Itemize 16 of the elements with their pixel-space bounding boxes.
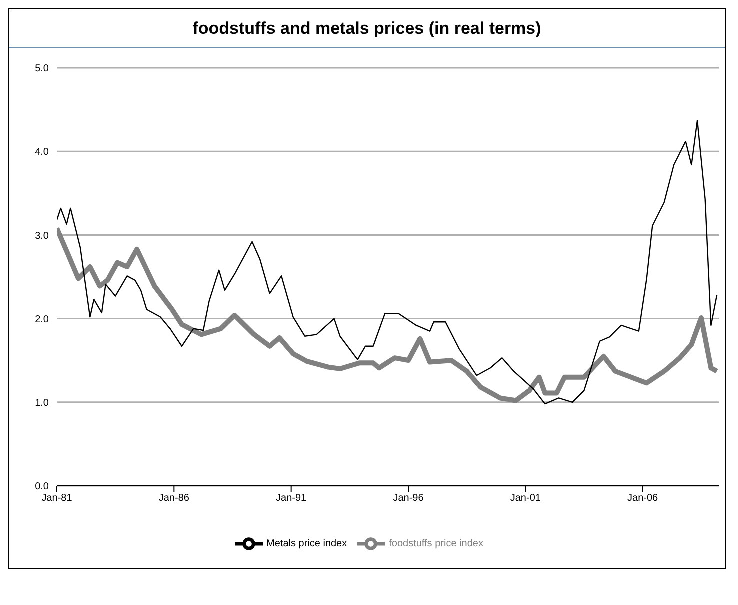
y-tick-label: 1.0 [35,398,50,409]
x-tick-label: Jan-86 [158,493,190,504]
x-tick-label: Jan-96 [393,493,424,504]
x-tick-label: Jan-91 [276,493,308,504]
y-tick-label: 4.0 [35,147,50,158]
x-tick-label: Jan-81 [42,493,73,504]
x-tick-label: Jan-06 [628,493,659,504]
y-tick-label: 2.0 [35,314,50,326]
chart-title: foodstuffs and metals prices (in real terms) [9,9,725,48]
y-tick-label: 5.0 [35,64,50,75]
x-tick-label: Jan-01 [510,493,542,504]
line-series [57,120,718,405]
y-tick-label: 0.0 [35,482,50,493]
y-tick-label: 3.0 [35,230,50,242]
legend-label: Metals price index [266,538,348,550]
legend-label: foodstuffs price index [389,538,484,550]
